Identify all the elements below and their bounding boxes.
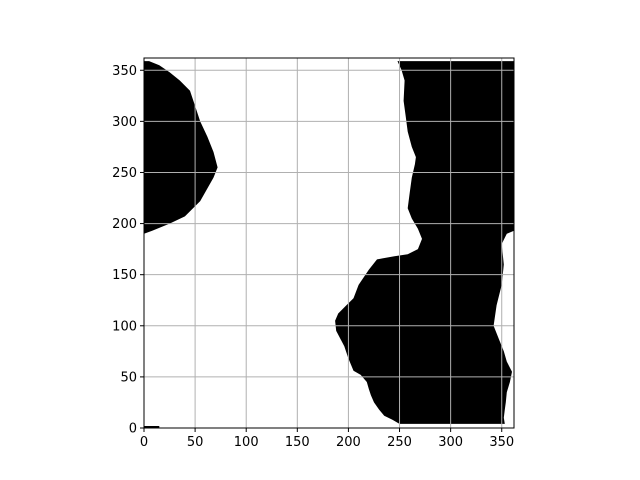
x-tick-label: 150 — [285, 435, 310, 450]
x-tick-label: 300 — [438, 435, 463, 450]
plot-area — [144, 58, 514, 428]
x-tick-label: 0 — [140, 435, 148, 450]
axes-frame — [143, 57, 515, 429]
x-tick-label: 350 — [489, 435, 514, 450]
y-axis: 0 50 100 150 200 250 300 350 — [112, 64, 144, 437]
right-black-region — [335, 61, 514, 424]
y-tick-label: 100 — [112, 319, 137, 334]
y-tick-label: 150 — [112, 268, 137, 283]
y-tick-label: 250 — [112, 166, 137, 181]
y-tick-label: 0 — [129, 422, 137, 437]
y-tick-label: 50 — [120, 370, 137, 385]
x-tick-label: 100 — [234, 435, 259, 450]
x-tick-label: 250 — [387, 435, 412, 450]
x-tick-label: 50 — [187, 435, 204, 450]
left-black-region — [144, 61, 218, 234]
y-tick-label: 200 — [112, 217, 137, 232]
y-tick-label: 300 — [112, 115, 137, 130]
x-tick-label: 200 — [336, 435, 361, 450]
y-tick-label: 350 — [112, 64, 137, 79]
x-axis: 0 50 100 150 200 250 300 350 — [140, 428, 514, 450]
